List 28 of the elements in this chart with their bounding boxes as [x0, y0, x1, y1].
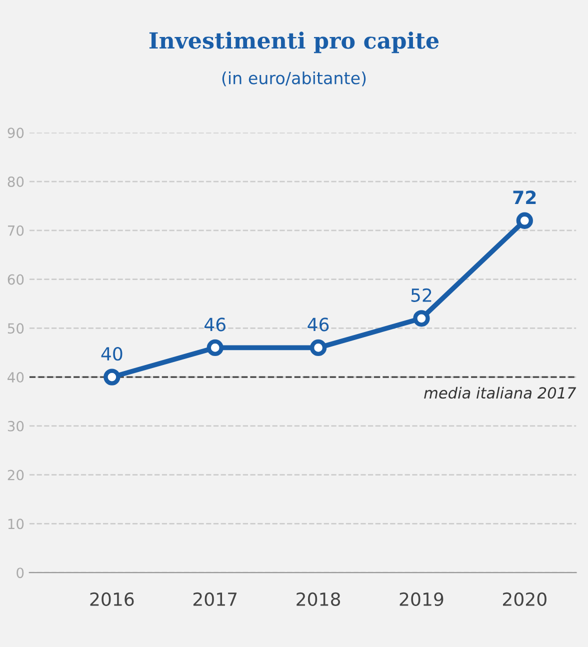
y-tick-label: 90	[8, 128, 24, 138]
data-label: 40	[101, 346, 122, 361]
y-tick-label: 50	[8, 323, 24, 334]
x-tick-label: 2016	[90, 592, 134, 606]
point	[413, 310, 430, 327]
y-tick-label: 20	[8, 470, 24, 480]
chart-subtitle: (in euro/abitante)	[222, 71, 366, 86]
y-tick-label: 70	[8, 225, 24, 236]
data-label: 52	[411, 288, 432, 302]
x-tick-label: 2019	[400, 592, 444, 606]
data-label: 46	[204, 318, 226, 332]
point	[104, 368, 120, 386]
data-label: 46	[308, 318, 329, 332]
point	[206, 339, 224, 356]
x-tick-label: 2018	[296, 592, 340, 606]
y-tick-label: 80	[8, 176, 24, 187]
y-tick-label: 30	[8, 420, 24, 432]
ref-line-label: media italiana 2017	[424, 386, 576, 399]
chart-title: Investimenti pro capite	[149, 32, 439, 54]
x-tick-label: 2020	[503, 592, 546, 606]
point	[516, 212, 533, 229]
data-label: 72	[513, 190, 536, 204]
y-tick-label: 40	[8, 372, 24, 383]
y-tick-label: 60	[8, 274, 24, 285]
point	[310, 339, 327, 356]
x-tick-label: 2017	[193, 592, 237, 606]
y-tick-label: 10	[8, 518, 24, 530]
y-tick-label: 0	[16, 568, 24, 578]
